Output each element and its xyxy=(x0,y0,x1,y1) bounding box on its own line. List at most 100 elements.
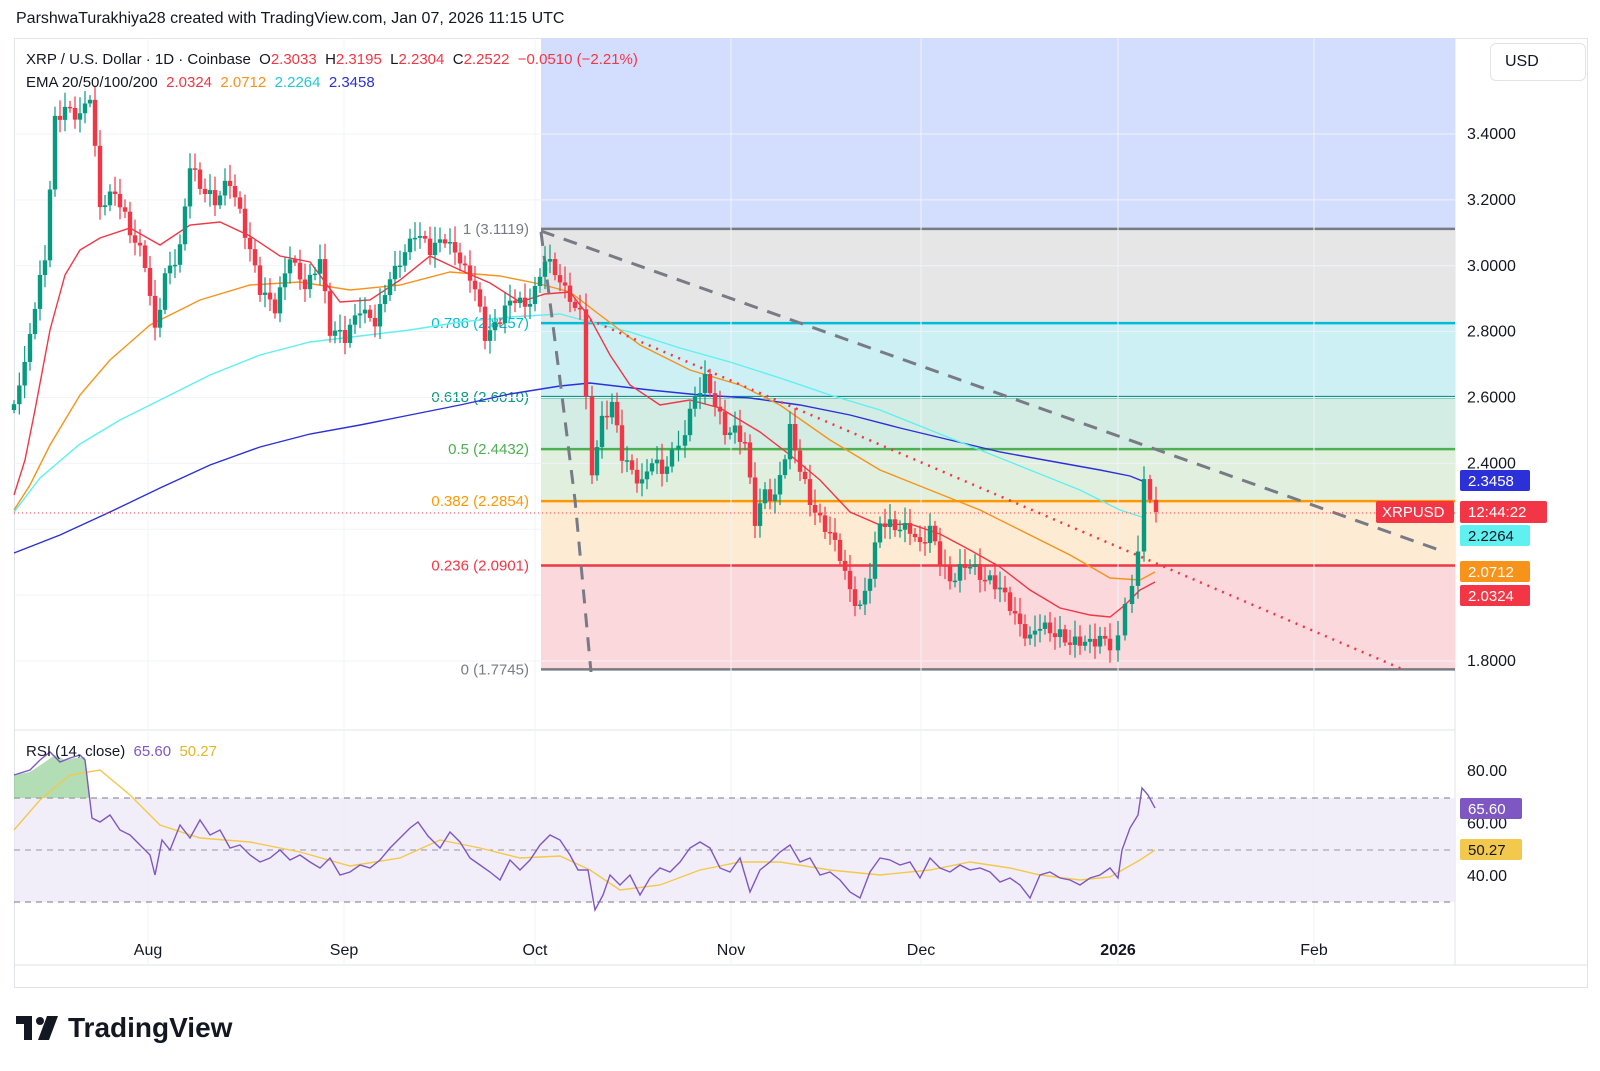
descending-trendline[interactable] xyxy=(540,229,1443,553)
candle-body[interactable] xyxy=(167,265,173,274)
candle-body[interactable] xyxy=(1012,610,1018,614)
candle-body[interactable] xyxy=(402,252,408,266)
candle-body[interactable] xyxy=(37,274,43,309)
candle-body[interactable] xyxy=(177,244,183,265)
candle-body[interactable] xyxy=(867,578,873,591)
candle-body[interactable] xyxy=(537,276,543,287)
candle-body[interactable] xyxy=(772,494,778,501)
candle-body[interactable] xyxy=(609,401,615,418)
candle-body[interactable] xyxy=(27,334,33,362)
candle-body[interactable] xyxy=(262,292,268,295)
candle-body[interactable] xyxy=(649,463,655,472)
candle-body[interactable] xyxy=(872,542,878,579)
candle-body[interactable] xyxy=(717,406,723,412)
candle-body[interactable] xyxy=(227,180,233,186)
candle-body[interactable] xyxy=(1047,622,1053,634)
candle-body[interactable] xyxy=(562,282,568,286)
candle-body[interactable] xyxy=(722,411,728,436)
candle-body[interactable] xyxy=(527,303,533,307)
candle-body[interactable] xyxy=(467,265,473,281)
candle-body[interactable] xyxy=(257,265,263,295)
candle-body[interactable] xyxy=(917,537,923,543)
fibonacci-retracement[interactable] xyxy=(541,38,1455,670)
candle-body[interactable] xyxy=(669,449,675,467)
candle-body[interactable] xyxy=(1082,641,1088,646)
candle-body[interactable] xyxy=(624,460,630,462)
candle-body[interactable] xyxy=(827,531,833,534)
candle-body[interactable] xyxy=(752,477,758,526)
candle-body[interactable] xyxy=(132,235,138,243)
candle-body[interactable] xyxy=(237,197,243,209)
candle-body[interactable] xyxy=(107,191,113,206)
candle-body[interactable] xyxy=(487,330,493,341)
candle-body[interactable] xyxy=(767,489,773,501)
candle-body[interactable] xyxy=(659,459,665,474)
candle-body[interactable] xyxy=(97,145,103,208)
candle-body[interactable] xyxy=(937,541,943,566)
candle-body[interactable] xyxy=(17,385,22,405)
candle-body[interactable] xyxy=(362,309,368,314)
candle-body[interactable] xyxy=(747,442,753,478)
candle-body[interactable] xyxy=(1102,635,1108,639)
candle-body[interactable] xyxy=(347,324,353,343)
candle-body[interactable] xyxy=(957,564,963,581)
candle-body[interactable] xyxy=(242,208,248,238)
candle-body[interactable] xyxy=(322,259,328,292)
candle-body[interactable] xyxy=(712,393,718,407)
candle-body[interactable] xyxy=(1135,551,1141,586)
candle-body[interactable] xyxy=(634,469,640,484)
candle-body[interactable] xyxy=(707,374,713,394)
candle-body[interactable] xyxy=(507,300,513,306)
candle-body[interactable] xyxy=(847,570,853,590)
candle-body[interactable] xyxy=(777,475,783,495)
candle-body[interactable] xyxy=(287,259,293,274)
candle-body[interactable] xyxy=(117,193,123,208)
candle-body[interactable] xyxy=(312,273,318,276)
candle-body[interactable] xyxy=(1092,638,1098,647)
candle-body[interactable] xyxy=(857,604,863,607)
candle-body[interactable] xyxy=(72,107,78,120)
candle-body[interactable] xyxy=(407,238,413,253)
candle-body[interactable] xyxy=(492,322,498,331)
candle-body[interactable] xyxy=(217,195,223,206)
candle-body[interactable] xyxy=(182,206,188,245)
candle-body[interactable] xyxy=(482,306,488,341)
candle-body[interactable] xyxy=(639,479,645,484)
candle-body[interactable] xyxy=(619,425,625,461)
candle-body[interactable] xyxy=(517,297,523,304)
candle-body[interactable] xyxy=(1087,638,1093,642)
candle-body[interactable] xyxy=(1042,622,1048,629)
candle-body[interactable] xyxy=(972,564,978,567)
symbol-badge[interactable]: XRPUSD xyxy=(1382,504,1445,521)
candle-body[interactable] xyxy=(852,589,858,606)
price-candles[interactable] xyxy=(11,86,1159,663)
candle-body[interactable] xyxy=(614,401,620,426)
candle-body[interactable] xyxy=(577,307,583,310)
ema-legend[interactable]: EMA 20/50/100/200 2.0324 2.0712 2.2264 2… xyxy=(26,74,375,91)
candle-body[interactable] xyxy=(567,285,573,302)
candle-body[interactable] xyxy=(947,566,953,582)
candle-body[interactable] xyxy=(676,445,681,450)
candle-body[interactable] xyxy=(927,525,933,544)
candle-body[interactable] xyxy=(457,252,463,264)
candle-body[interactable] xyxy=(302,279,308,290)
candle-body[interactable] xyxy=(1141,479,1147,552)
candle-body[interactable] xyxy=(382,295,388,305)
candle-body[interactable] xyxy=(192,168,198,170)
candle-body[interactable] xyxy=(1067,642,1073,645)
candle-body[interactable] xyxy=(547,259,553,262)
rsi-legend[interactable]: RSI (14, close) 65.60 50.27 xyxy=(26,743,217,760)
candle-body[interactable] xyxy=(427,238,433,256)
candle-body[interactable] xyxy=(232,185,238,198)
candle-body[interactable] xyxy=(997,587,1003,590)
candle-body[interactable] xyxy=(462,263,468,266)
candle-body[interactable] xyxy=(432,242,438,256)
candle-body[interactable] xyxy=(57,115,63,120)
candle-body[interactable] xyxy=(292,259,298,263)
candle-body[interactable] xyxy=(202,188,208,195)
candle-body[interactable] xyxy=(882,523,888,527)
candle-body[interactable] xyxy=(52,115,58,190)
candle-body[interactable] xyxy=(337,330,343,332)
candle-body[interactable] xyxy=(357,313,363,316)
